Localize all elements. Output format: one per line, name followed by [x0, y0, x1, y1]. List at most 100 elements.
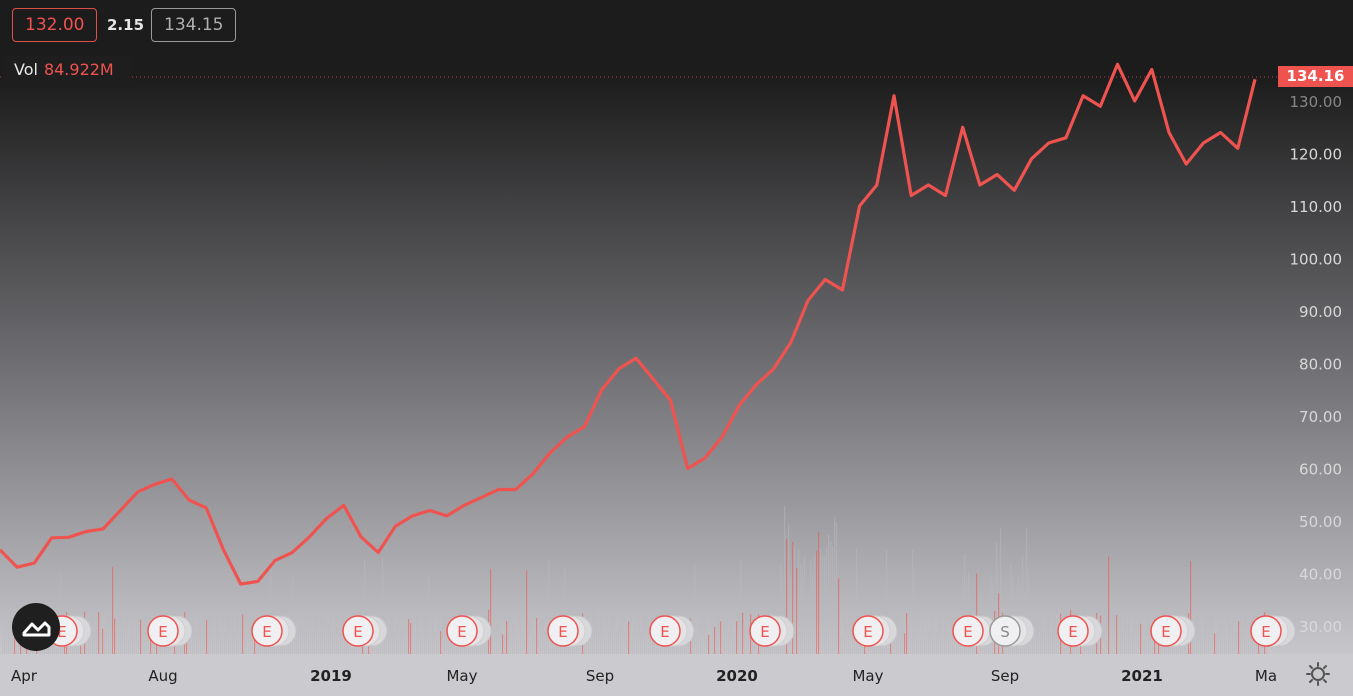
volume-bar — [326, 621, 328, 654]
earnings-marker[interactable]: E — [147, 615, 193, 647]
volume-bar — [916, 622, 918, 654]
volume-bar — [1240, 615, 1242, 654]
volume-bar — [208, 613, 210, 654]
volume-bar — [132, 629, 134, 654]
volume-bar — [338, 620, 340, 654]
time-axis[interactable]: Apr Aug 2019 May Sep 2020 May Sep 2021 Ma — [11, 667, 1277, 685]
volume-bar — [424, 613, 426, 654]
volume-bar — [626, 628, 628, 654]
volume-bar — [1054, 613, 1056, 654]
volume-bar — [732, 629, 734, 654]
volume-bar — [222, 613, 224, 654]
volume-bar — [88, 629, 90, 654]
volume-bar — [190, 626, 192, 654]
volume-bar — [938, 620, 940, 654]
volume-bar — [492, 616, 494, 654]
volume-bar — [1106, 612, 1108, 654]
volume-bar — [518, 614, 520, 654]
earnings-marker[interactable]: E — [342, 615, 388, 647]
svg-text:E: E — [353, 623, 362, 641]
volume-bar — [844, 619, 846, 654]
volume-bar — [1110, 614, 1112, 654]
volume-bar — [1148, 612, 1150, 654]
volume-bar — [112, 567, 114, 654]
earnings-marker[interactable]: E — [251, 615, 297, 647]
volume-bar — [632, 633, 634, 654]
volume-bar — [136, 611, 138, 654]
volume-bar — [204, 623, 206, 654]
volume-bar — [212, 611, 214, 654]
volume-bar — [114, 618, 116, 654]
volume-bar — [6, 626, 8, 654]
volume-bar — [148, 631, 150, 654]
volume-bar — [722, 631, 724, 654]
earnings-marker[interactable]: E — [1150, 615, 1196, 647]
volume-bar — [108, 618, 110, 654]
volume-bar — [936, 632, 938, 654]
volume-bar — [908, 626, 910, 654]
volume-bar — [1028, 570, 1030, 654]
volume-bar — [438, 615, 440, 654]
volume-bar — [60, 573, 62, 654]
x-tick-label: Sep — [991, 667, 1019, 685]
volume-bar — [298, 628, 300, 654]
earnings-marker[interactable]: E — [1057, 615, 1103, 647]
volume-bar — [390, 609, 392, 654]
volume-bar — [836, 521, 838, 654]
volume-bar — [336, 619, 338, 654]
volume-bar — [420, 631, 422, 654]
volume-bar — [340, 632, 342, 654]
y-tick-label: 30.00 — [1299, 618, 1342, 636]
volume-bar — [814, 555, 816, 654]
volume-bar — [968, 571, 970, 654]
volume-bar — [270, 559, 272, 654]
volume-bar — [402, 626, 404, 654]
earnings-marker[interactable]: E — [749, 615, 795, 647]
volume-bar — [838, 578, 840, 654]
earnings-marker[interactable]: E — [547, 615, 593, 647]
volume-bar — [644, 613, 646, 654]
volume-bar — [118, 622, 120, 654]
price-axis[interactable]: 30.00 40.00 50.00 60.00 70.00 80.00 90.00 100.0… — [1290, 93, 1343, 636]
y-tick-label: 130.00 — [1290, 93, 1343, 111]
volume-bar — [628, 621, 630, 654]
volume-bar — [440, 631, 442, 654]
volume-bar — [126, 615, 128, 654]
volume-bar — [944, 621, 946, 654]
volume-bar — [508, 611, 510, 654]
gear-icon[interactable] — [1305, 661, 1331, 687]
volume-bar — [1056, 631, 1058, 654]
volume-bar — [1102, 612, 1104, 654]
earnings-marker[interactable]: E — [649, 615, 695, 647]
volume-bar — [786, 538, 788, 654]
volume-bar — [612, 612, 614, 654]
earnings-marker[interactable]: E — [1250, 615, 1296, 647]
volume-bar — [904, 633, 906, 654]
volume-bar — [808, 595, 810, 654]
volume-bar — [248, 611, 250, 654]
volume-bar — [736, 620, 738, 654]
volume-bar — [646, 612, 648, 654]
split-marker[interactable]: S — [989, 615, 1035, 647]
volume-bar — [196, 632, 198, 654]
volume-bar — [1126, 623, 1128, 654]
volume-bar — [1052, 623, 1054, 654]
volume-bar — [106, 611, 108, 654]
volume-bar — [1136, 626, 1138, 654]
earnings-marker[interactable]: E — [852, 615, 898, 647]
volume-bar — [932, 616, 934, 654]
volume-bar — [964, 554, 966, 654]
volume-bar — [500, 627, 502, 654]
volume-bar — [320, 613, 322, 654]
tradingview-logo-icon[interactable] — [12, 603, 60, 651]
volume-bar — [746, 629, 748, 654]
earnings-marker[interactable]: E — [446, 615, 492, 647]
earnings-marker[interactable]: E — [952, 615, 998, 647]
y-tick-label: 120.00 — [1290, 146, 1343, 164]
volume-bar — [292, 574, 294, 654]
volume-bar — [942, 632, 944, 654]
volume-bar — [364, 560, 366, 654]
volume-bar — [496, 623, 498, 654]
volume-bar — [542, 610, 544, 654]
